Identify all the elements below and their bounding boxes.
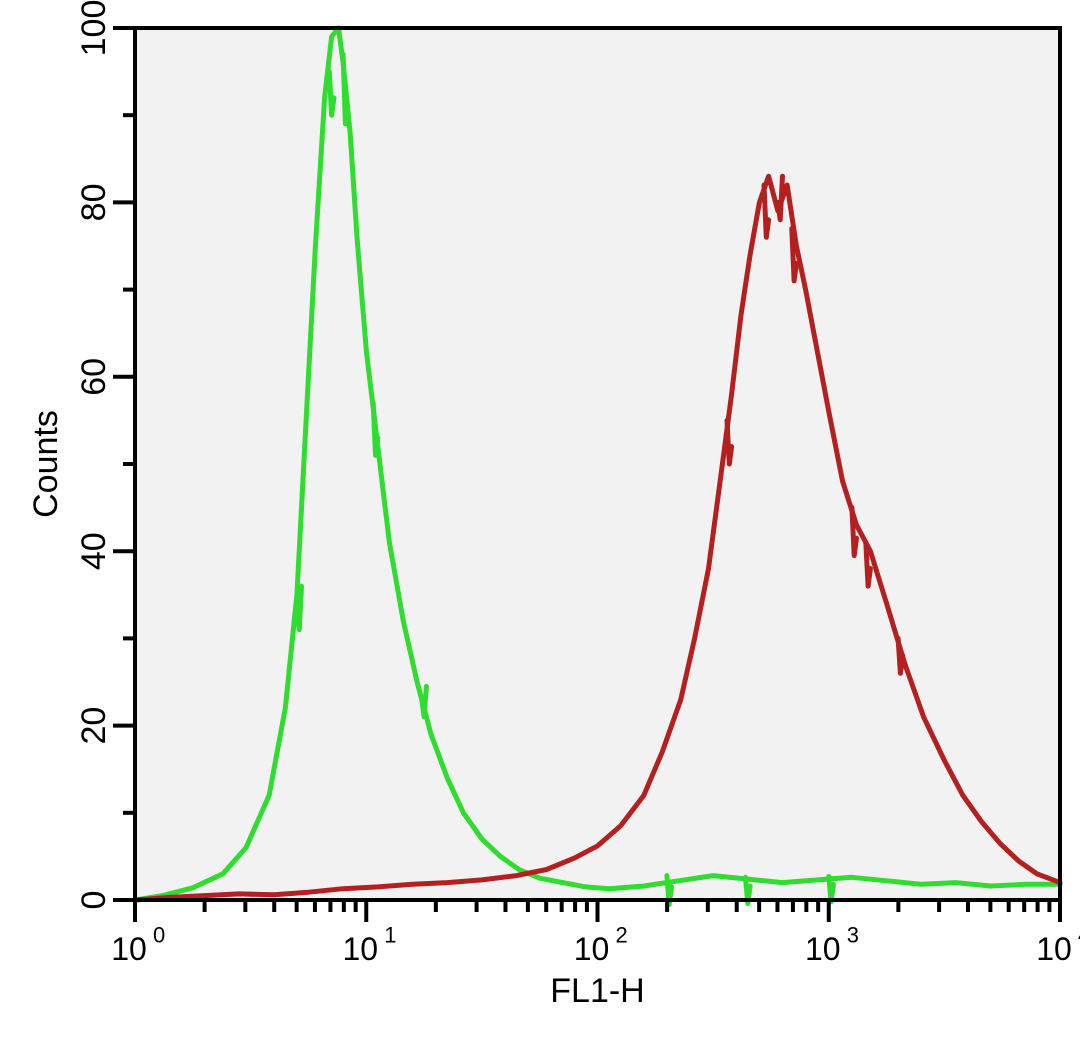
x-tick-label-base: 10 (805, 931, 841, 967)
x-tick-label-base: 10 (111, 931, 147, 967)
chart-svg: 020406080100Counts100101102103104FL1-H (0, 0, 1080, 1045)
x-tick-label-exp: 0 (153, 922, 165, 947)
y-tick-label: 0 (75, 891, 113, 910)
x-axis-label: FL1-H (550, 972, 644, 1010)
y-tick-label: 60 (75, 358, 113, 396)
x-tick-label-base: 10 (574, 931, 610, 967)
y-tick-label: 40 (75, 532, 113, 570)
x-tick-label-exp: 1 (384, 922, 396, 947)
x-tick-label-base: 10 (1036, 931, 1072, 967)
y-axis-label: Counts (27, 410, 65, 518)
x-tick-label-base: 10 (342, 931, 378, 967)
x-tick-label-exp: 3 (847, 922, 859, 947)
flow-cytometry-chart: 020406080100Counts100101102103104FL1-H (0, 0, 1080, 1045)
y-tick-label: 100 (75, 0, 113, 56)
y-tick-label: 20 (75, 707, 113, 745)
x-tick-label-exp: 2 (616, 922, 628, 947)
y-tick-label: 80 (75, 183, 113, 221)
